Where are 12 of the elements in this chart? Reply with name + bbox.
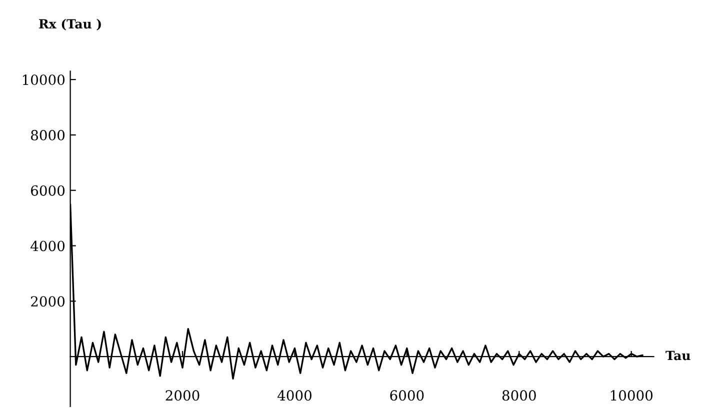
- x-tick-label: 10000: [610, 390, 653, 401]
- y-tick-label: 10000: [22, 74, 65, 86]
- x-tick-label: 6000: [390, 390, 424, 401]
- x-tick-label: 8000: [502, 390, 536, 401]
- y-tick-label: 4000: [30, 240, 65, 252]
- y-tick-label: 6000: [31, 185, 65, 196]
- x-tick-label: 2000: [166, 390, 200, 401]
- y-tick-label: 2000: [31, 296, 65, 307]
- y-axis-title: Rx (Tau ): [39, 18, 101, 30]
- x-axis-title: Tau: [666, 350, 690, 360]
- y-tick-label: 8000: [31, 130, 65, 140]
- x-tick-label: 4000: [277, 390, 312, 401]
